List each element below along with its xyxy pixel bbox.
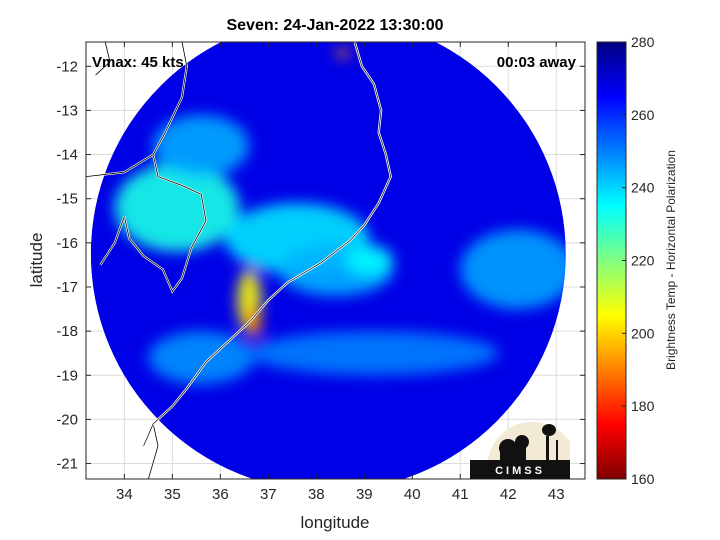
x-tick-label: 41 [452, 486, 469, 503]
y-tick-label: -13 [56, 102, 78, 119]
y-tick-label: -20 [56, 411, 78, 428]
y-tick-label: -17 [56, 279, 78, 296]
y-tick-label: -15 [56, 191, 78, 208]
cloud-feature-north-spot [335, 48, 350, 58]
x-tick-label: 38 [308, 486, 325, 503]
border-line-inner [124, 42, 207, 293]
colorbar-tick-label: 240 [631, 180, 655, 196]
border-line-inner [148, 423, 159, 479]
cloud-feature-southwest-cloud [148, 331, 254, 385]
x-tick-label: 40 [404, 486, 421, 503]
plot-frame [85, 41, 586, 480]
map-lines [86, 42, 392, 479]
colorbar-axis: 160 180 200 220 240 260 280 [622, 34, 655, 487]
coastline-inner [143, 42, 392, 447]
cloud-feature-eye-ring [345, 245, 394, 276]
x-tick-label: 43 [548, 486, 565, 503]
y-axis: -12 -13 -14 -15 -16 -17 -18 -19 -20 -21 [56, 58, 585, 473]
y-tick-label: -18 [56, 323, 78, 340]
y-tick-label: -14 [56, 147, 78, 164]
cloud-feature-cold-tip [246, 306, 262, 338]
cimss-logo: CIMSS [470, 421, 570, 479]
x-tick-label: 35 [164, 486, 181, 503]
y-tick-label: -19 [56, 367, 78, 384]
border-line-inner [100, 216, 125, 266]
x-axis-label: longitude [300, 513, 369, 532]
cloud-feature-east-cloud [460, 229, 566, 310]
x-tick-label: 39 [356, 486, 373, 503]
cloud-feature-northwest-cloud [153, 114, 250, 177]
x-tick-label: 34 [116, 486, 133, 503]
colorbar-tick-label: 160 [631, 471, 655, 487]
y-tick-label: -12 [56, 58, 78, 75]
x-tick-label: 37 [260, 486, 277, 503]
cloud-feature-upper-left-land [114, 163, 240, 252]
x-axis: 34 35 36 37 38 39 40 41 42 43 [116, 42, 565, 503]
border-line-inner [86, 154, 154, 177]
y-tick-label: -16 [56, 235, 78, 252]
colorbar-tick-label: 220 [631, 253, 655, 269]
x-tick-label: 42 [500, 486, 517, 503]
colorbar-label: Brightness Temp - Horizontal Polarizatio… [664, 150, 678, 370]
chart-title: Seven: 24-Jan-2022 13:30:00 [226, 17, 443, 34]
colorbar-tick-label: 200 [631, 325, 655, 341]
svg-text:CIMSS: CIMSS [495, 465, 545, 477]
colorbar [596, 41, 627, 480]
colorbar-tick-label: 180 [631, 398, 655, 414]
colorbar-tick-label: 260 [631, 107, 655, 123]
y-axis-label: latitude [27, 233, 46, 288]
x-tick-label: 36 [212, 486, 229, 503]
border-line-inner [95, 42, 111, 76]
colorbar-tick-label: 280 [631, 34, 655, 50]
cloud-feature-south-band [249, 331, 499, 376]
vmax-annotation: Vmax: 45 kts [92, 54, 184, 71]
y-tick-label: -21 [56, 456, 78, 473]
brightness-temp-swath [90, 42, 566, 479]
time-away-annotation: 00:03 away [497, 54, 577, 71]
